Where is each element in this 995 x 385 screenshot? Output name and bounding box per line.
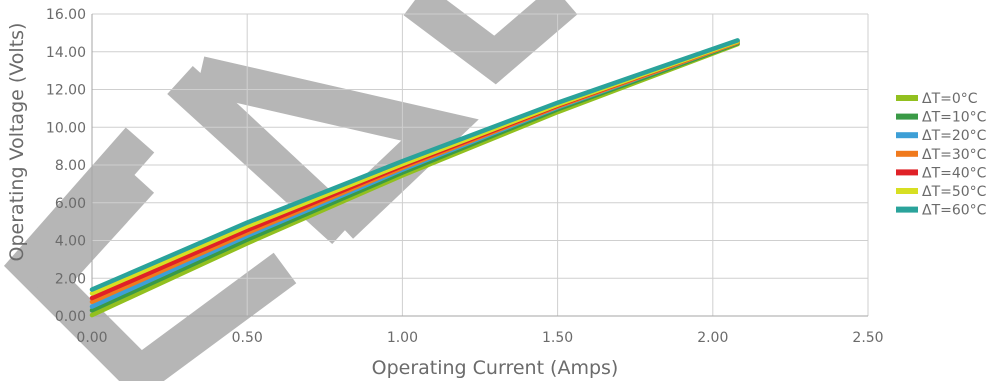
x-tick-label: 0.50 — [232, 330, 263, 346]
y-tick-label: 8.00 — [55, 158, 86, 174]
tick-labels: 0.00 2.00 4.00 6.00 8.00 10.00 12.00 14.00 16.00… — [46, 7, 884, 346]
legend-swatch — [896, 169, 918, 176]
y-tick-label: 6.00 — [55, 196, 86, 212]
legend-entry: ΔT=20°C — [922, 128, 987, 144]
y-tick-label: 16.00 — [46, 7, 86, 23]
x-tick-label: 1.00 — [387, 330, 418, 346]
y-tick-label: 12.00 — [46, 83, 86, 99]
x-tick-label: 1.50 — [542, 330, 573, 346]
legend-entry: ΔT=10°C — [922, 110, 987, 126]
y-tick-label: 0.00 — [55, 309, 86, 325]
axes — [91, 14, 868, 317]
legend-swatch — [896, 132, 918, 139]
legend-entry: ΔT=0°C — [922, 91, 978, 107]
x-axis-label: Operating Current (Amps) — [372, 357, 619, 379]
legend-entry: ΔT=60°C — [922, 203, 987, 219]
watermark-logo — [3, 0, 578, 385]
series-lines — [89, 38, 740, 318]
legend-swatch — [896, 113, 918, 120]
x-tick-label: 2.00 — [697, 330, 728, 346]
y-tick-label: 10.00 — [46, 120, 86, 136]
legend-swatch — [896, 150, 918, 157]
legend-entry: ΔT=50°C — [922, 184, 987, 200]
y-axis-label: Operating Voltage (Volts) — [6, 23, 28, 262]
series-line — [89, 38, 740, 292]
watermark-letter-shape — [403, 0, 578, 85]
x-tick-label: 0.00 — [76, 330, 107, 346]
y-tick-label: 2.00 — [55, 271, 86, 287]
watermark-letter-shape — [3, 127, 297, 385]
x-tick-label: 2.50 — [852, 330, 883, 346]
watermark-letter-shape — [25, 167, 155, 303]
legend-swatch — [896, 188, 918, 194]
legend-swatch — [896, 95, 918, 101]
y-tick-label: 14.00 — [46, 45, 86, 61]
legend: ΔT=0°C ΔT=10°C ΔT=20°C ΔT=30°C ΔT=40°C ΔT=50°… — [896, 91, 987, 219]
y-tick-label: 4.00 — [55, 234, 86, 250]
legend-swatch — [896, 206, 918, 213]
legend-entry: ΔT=40°C — [922, 165, 987, 181]
legend-entry: ΔT=30°C — [922, 147, 987, 163]
